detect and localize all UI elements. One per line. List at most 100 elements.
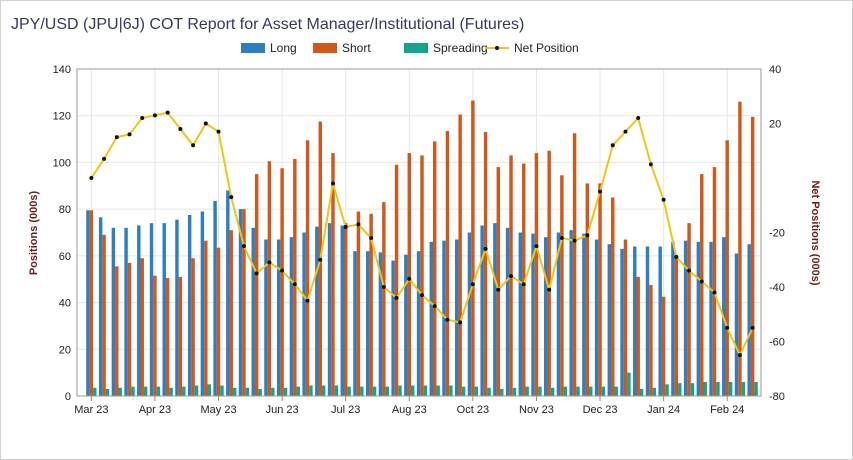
long-bar (429, 241, 434, 396)
short-bar (242, 209, 246, 396)
short-bar (471, 100, 475, 397)
spreading-bar (436, 385, 440, 396)
x-tick-label: Jun 23 (266, 404, 299, 416)
spreading-bar (118, 387, 122, 396)
net-position-point (661, 197, 666, 202)
long-bar (137, 225, 141, 396)
net-position-point (356, 222, 361, 227)
spreading-bar (182, 386, 186, 396)
spreading-bar (652, 387, 657, 396)
short-bar (204, 240, 208, 396)
long-bar (569, 230, 573, 396)
spreading-bar (627, 372, 631, 396)
net-position-point (521, 282, 526, 287)
short-bar (674, 255, 679, 396)
short-bar (661, 296, 666, 396)
spreading-bar (741, 381, 746, 396)
net-position-point (458, 320, 463, 325)
long-bar (353, 251, 357, 396)
short-bar (356, 211, 361, 396)
short-bar (331, 153, 335, 396)
spreading-bar (449, 385, 453, 396)
short-bar (115, 266, 119, 396)
spreading-bar (232, 387, 237, 396)
long-bar (98, 217, 103, 396)
y2-tick-label: -20 (769, 228, 785, 240)
short-bar (572, 133, 577, 396)
x-tick-label: Apr 23 (139, 404, 171, 416)
long-bar (327, 223, 332, 396)
spreading-bar (283, 387, 288, 396)
net-position-point (280, 268, 285, 273)
net-position-line (89, 110, 755, 358)
spreading-bar (550, 387, 555, 396)
spreading-bar (360, 386, 364, 396)
spreading-bar (461, 386, 466, 396)
y2-tick-label: -40 (769, 282, 785, 294)
y-tick-label: 140 (53, 64, 71, 76)
long-bar (544, 237, 548, 396)
y-axis-title: Positions (000s) (28, 190, 40, 275)
net-position-point (369, 235, 374, 240)
short-bar (216, 247, 221, 396)
short-bar (178, 276, 183, 396)
net-position-point (737, 353, 742, 358)
short-bar (483, 132, 488, 397)
y-tick-label: 20 (59, 344, 71, 356)
long-bar (200, 211, 205, 396)
long-bar (111, 227, 116, 396)
long-bar (416, 251, 421, 396)
y-tick-label: 0 (65, 391, 71, 403)
short-bar (496, 167, 501, 396)
short-bar (750, 116, 755, 396)
short-legend-swatch (313, 43, 337, 53)
long-bar (264, 239, 268, 396)
spreading-bar (105, 388, 110, 396)
spreading-bar (639, 388, 644, 396)
long-bar (709, 241, 713, 396)
net-position-point (267, 260, 272, 265)
x-tick-label: Jan 24 (647, 404, 680, 416)
net-position-point (165, 110, 170, 115)
spreading-bar (716, 381, 720, 396)
net-position-point (152, 113, 157, 118)
x-tick-label: Dec 23 (583, 404, 618, 416)
spreading-bar (423, 385, 428, 396)
short-bar (687, 223, 691, 396)
spreading-bar (372, 386, 377, 396)
net-position-point (381, 285, 386, 289)
spreading-bar (207, 384, 211, 396)
short-bar (102, 234, 106, 396)
long-bar (251, 227, 255, 396)
y2-tick-label: -60 (769, 337, 785, 349)
x-tick-label: Feb 24 (710, 404, 744, 416)
spreading-bar (321, 385, 326, 396)
long-bar (442, 240, 446, 396)
y2-axis-title: Net Positions (000s) (809, 180, 821, 285)
long-bar (518, 232, 523, 396)
spreading-bar (271, 387, 275, 396)
long-bar (226, 190, 230, 396)
net-position-point (89, 176, 94, 180)
net-position-point (636, 116, 641, 121)
net-position-point (750, 325, 755, 330)
short-bar (458, 114, 462, 397)
spreading-bar (245, 387, 250, 396)
long-bar (734, 253, 739, 396)
spreading-bar (589, 386, 593, 396)
long-bar (162, 223, 166, 396)
spreading-bar (703, 381, 707, 396)
long-bar (404, 254, 408, 396)
short-bar (636, 276, 640, 396)
plot-frame (76, 68, 762, 397)
spreading-bar (538, 386, 542, 396)
long-bar (124, 227, 128, 396)
short-bar (229, 230, 233, 396)
net-position-point (712, 290, 717, 295)
long-bar (633, 246, 637, 396)
net-position-point (725, 325, 730, 330)
net-position-point (203, 121, 208, 126)
net-position-point (191, 143, 196, 148)
